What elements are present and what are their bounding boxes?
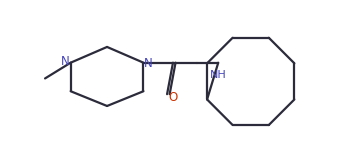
Text: N: N: [61, 55, 69, 68]
Text: O: O: [169, 91, 178, 104]
Text: NH: NH: [210, 69, 227, 80]
Text: N: N: [144, 57, 153, 70]
